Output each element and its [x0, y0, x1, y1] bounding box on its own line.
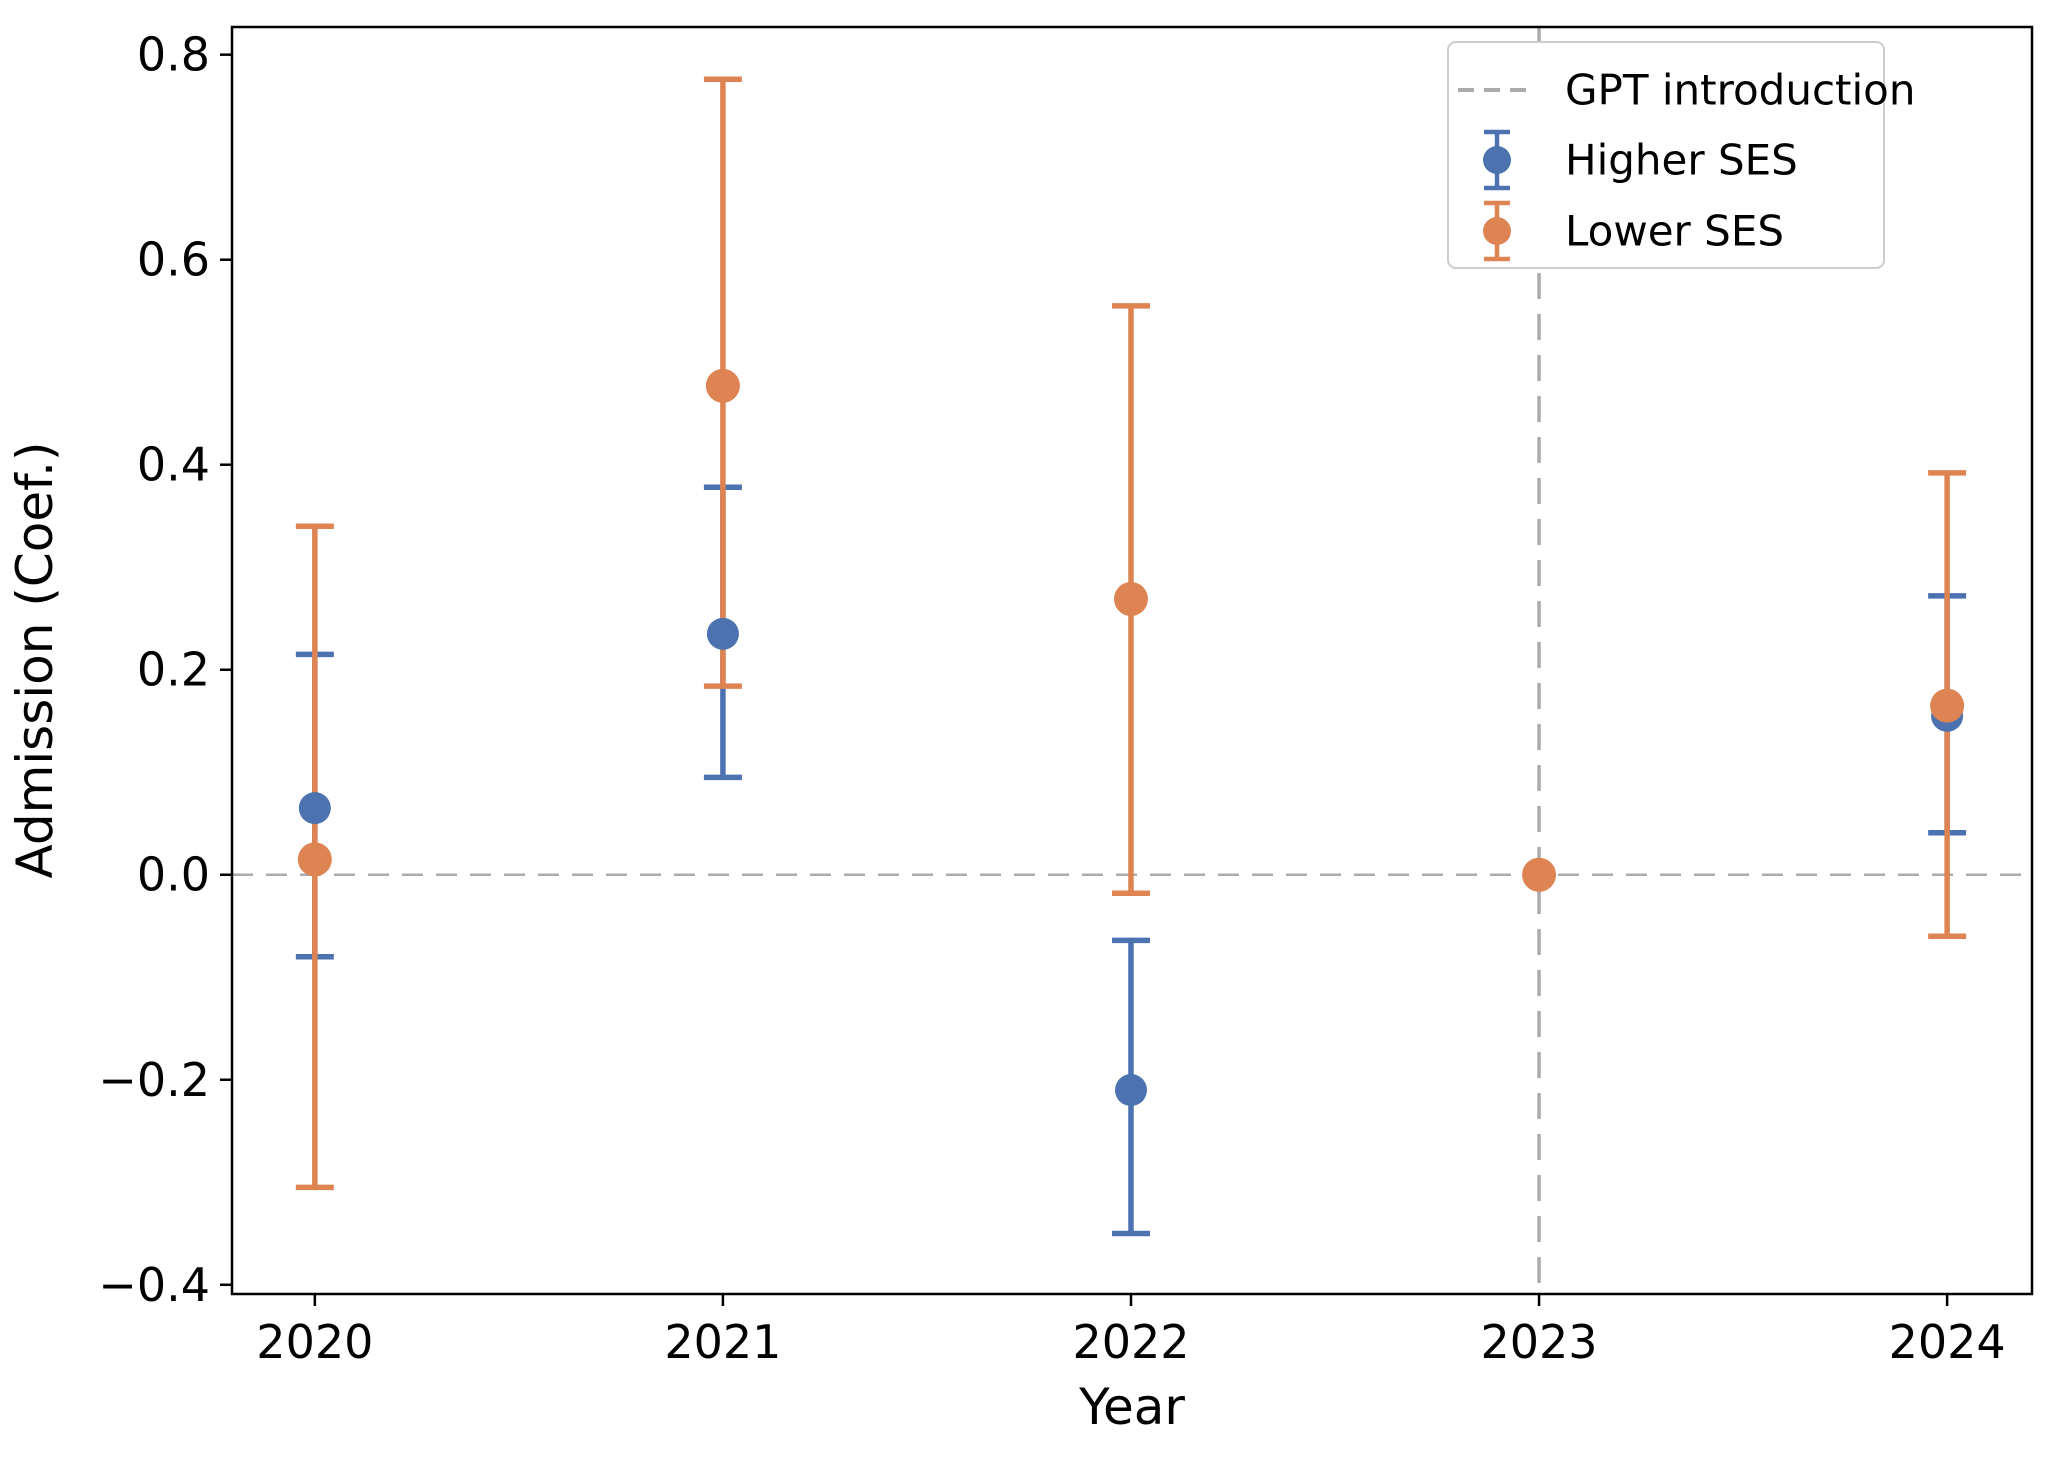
y-tick-label: −0.4 [98, 1258, 210, 1312]
legend-item-label: Lower SES [1565, 207, 1784, 256]
data-point-marker [1522, 857, 1557, 892]
legend-item-label: Higher SES [1565, 136, 1798, 185]
data-point-marker [1113, 581, 1148, 616]
legend: GPT introduction Higher SES Lower SES [1447, 41, 1916, 269]
y-tick-label: 0.0 [137, 848, 210, 902]
data-point-marker [705, 368, 740, 403]
x-tick-label: 2024 [1889, 1315, 2006, 1369]
x-tick-label: 2023 [1481, 1315, 1598, 1369]
y-tick-label: −0.2 [98, 1053, 210, 1107]
y-tick-label: 0.4 [137, 438, 210, 492]
data-point-marker [298, 792, 331, 825]
data-point-marker [706, 617, 739, 650]
legend-marker-swatch [1483, 146, 1511, 174]
data-point-marker [1930, 688, 1965, 723]
legend-marker-swatch [1483, 217, 1511, 245]
legend-box [1447, 41, 1885, 269]
axes-ticks-layer: 0.8 0.6 0.4 0.2 0.0 −0.2 −0.4 2020 2021 2022 2023 2… [98, 28, 2005, 1369]
data-point-marker [1114, 1074, 1147, 1107]
x-tick-label: 2021 [664, 1315, 781, 1369]
y-axis-label: Admission (Coef.) [6, 442, 64, 879]
y-tick-label: 0.6 [137, 233, 210, 287]
x-tick-label: 2020 [256, 1315, 373, 1369]
x-axis-label: Year [1078, 1378, 1185, 1436]
legend-item-label: GPT introduction [1565, 66, 1916, 115]
x-tick-label: 2022 [1072, 1315, 1189, 1369]
data-point-marker [297, 842, 332, 877]
y-tick-label: 0.8 [137, 28, 210, 82]
data-markers-layer [297, 368, 1965, 1107]
y-tick-label: 0.2 [137, 643, 210, 697]
